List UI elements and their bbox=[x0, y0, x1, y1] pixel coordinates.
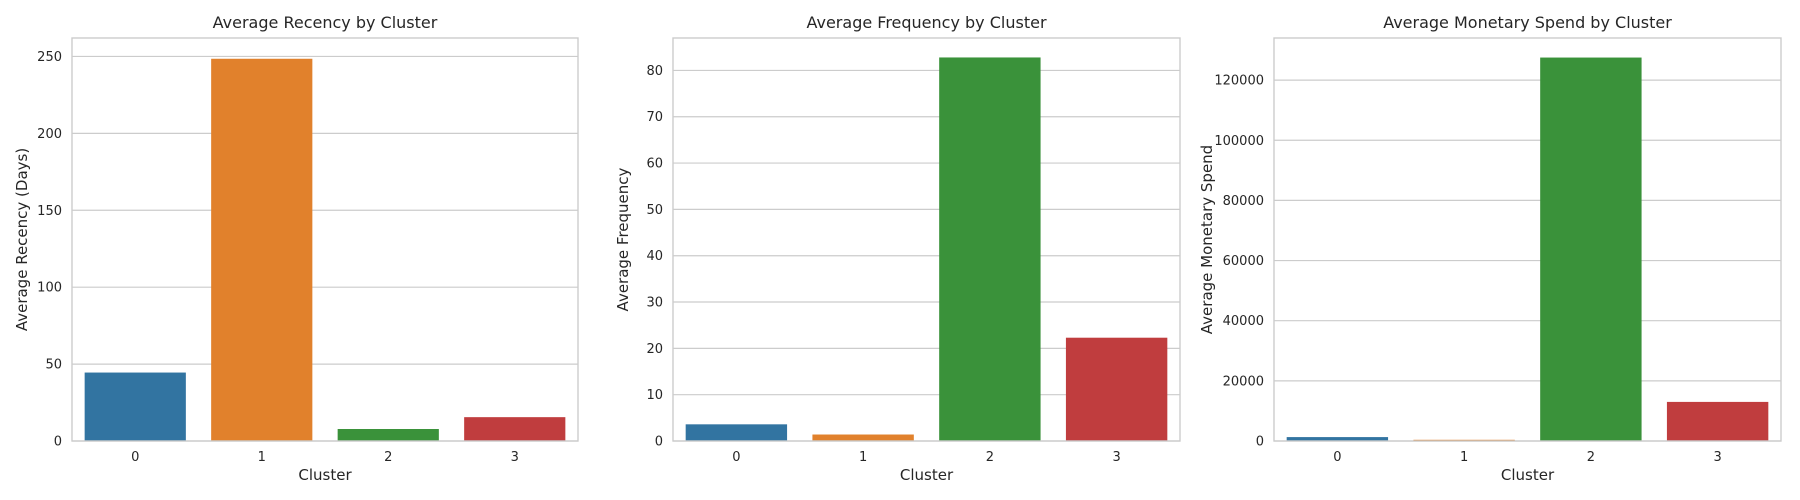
y-tick-label: 20000 bbox=[1223, 374, 1264, 389]
x-tick-label: 3 bbox=[1713, 450, 1721, 465]
y-tick-label: 50 bbox=[646, 203, 663, 218]
y-tick-label: 50 bbox=[45, 358, 62, 373]
x-tick-label: 0 bbox=[131, 450, 139, 465]
bar-cluster-3 bbox=[1065, 337, 1168, 441]
bar-cluster-2 bbox=[939, 57, 1041, 442]
y-tick-label: 20 bbox=[646, 342, 663, 357]
y-tick-label: 40000 bbox=[1223, 314, 1264, 329]
bar-cluster-2 bbox=[1540, 57, 1642, 441]
x-axis-label: Cluster bbox=[1501, 466, 1555, 484]
y-tick-label: 250 bbox=[37, 50, 62, 65]
x-tick-label: 1 bbox=[859, 450, 867, 465]
y-tick-label: 100 bbox=[37, 281, 62, 296]
bar-cluster-2 bbox=[337, 429, 439, 441]
chart-panel-0: 0 50 100 150 200 250 0 1 2 3 Average Recency by Cl… bbox=[13, 13, 579, 484]
y-tick-label: 80000 bbox=[1223, 194, 1264, 209]
y-axis-label: Average Monetary Spend bbox=[1198, 145, 1216, 334]
chart-title: Average Monetary Spend by Cluster bbox=[1383, 13, 1672, 32]
bar-cluster-3 bbox=[464, 417, 566, 441]
y-tick-label: 150 bbox=[37, 204, 62, 219]
y-tick-label: 100000 bbox=[1214, 134, 1264, 149]
x-tick-label: 3 bbox=[511, 450, 519, 465]
y-tick-label: 60 bbox=[646, 157, 663, 172]
y-tick-label: 60000 bbox=[1223, 254, 1264, 269]
y-tick-label: 200 bbox=[37, 127, 62, 142]
chart-title: Average Recency by Cluster bbox=[213, 13, 438, 32]
bar-cluster-3 bbox=[1666, 401, 1769, 441]
y-tick-label: 120000 bbox=[1214, 74, 1264, 89]
plot-frame bbox=[672, 37, 1181, 442]
x-tick-label: 2 bbox=[384, 450, 392, 465]
y-tick-label: 40 bbox=[646, 249, 663, 264]
y-tick-label: 30 bbox=[646, 296, 663, 311]
bar-cluster-1 bbox=[812, 434, 914, 441]
chart-panel-1: 0 10 20 30 40 50 60 70 80 0 1 2 3 Average Frequency b… bbox=[614, 13, 1181, 484]
x-tick-label: 3 bbox=[1112, 450, 1120, 465]
x-tick-label: 2 bbox=[986, 450, 994, 465]
plot-frame bbox=[71, 37, 579, 442]
y-tick-label: 80 bbox=[646, 64, 663, 79]
plot-frame bbox=[1273, 37, 1782, 442]
chart-title: Average Frequency by Cluster bbox=[806, 13, 1046, 32]
x-tick-label: 2 bbox=[1587, 450, 1595, 465]
y-tick-label: 0 bbox=[1256, 435, 1264, 450]
x-axis-label: Cluster bbox=[900, 466, 954, 484]
x-tick-label: 1 bbox=[1460, 450, 1468, 465]
x-tick-label: 0 bbox=[1333, 450, 1341, 465]
bar-cluster-0 bbox=[84, 372, 186, 441]
y-axis-label: Average Frequency bbox=[614, 167, 632, 311]
y-tick-label: 0 bbox=[655, 435, 663, 450]
y-tick-label: 10 bbox=[646, 388, 663, 403]
chart-panel-2: 0 20000 40000 60000 80000 100000 120000 0 1 2 3 Ave… bbox=[1198, 13, 1782, 484]
x-tick-label: 0 bbox=[732, 450, 740, 465]
y-tick-label: 0 bbox=[54, 435, 62, 450]
x-axis-label: Cluster bbox=[298, 466, 352, 484]
bar-cluster-0 bbox=[685, 424, 788, 441]
bar-cluster-0 bbox=[1286, 437, 1389, 441]
y-axis-label: Average Recency (Days) bbox=[13, 148, 31, 331]
bar-cluster-1 bbox=[211, 58, 313, 442]
y-tick-label: 70 bbox=[646, 110, 663, 125]
x-tick-label: 1 bbox=[258, 450, 266, 465]
